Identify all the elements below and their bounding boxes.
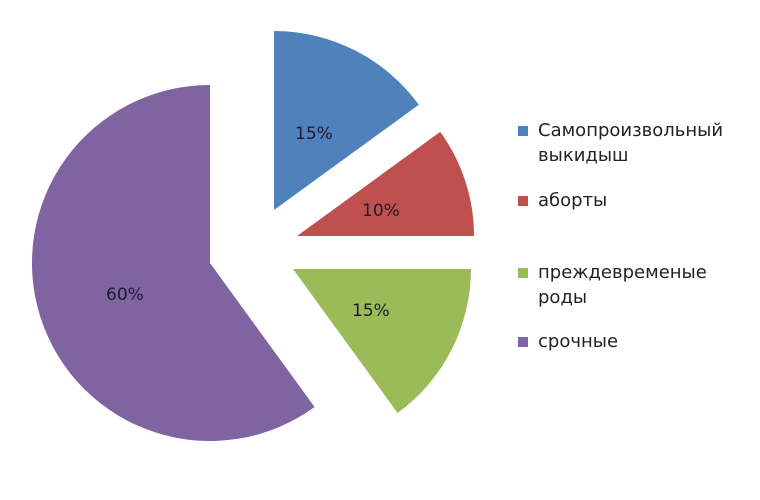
legend-swatch-blue	[518, 126, 528, 136]
slice-label-spontaneous: 15%	[295, 124, 333, 144]
legend-label: аборты	[538, 190, 608, 211]
legend-item-abortions: аборты	[518, 188, 748, 213]
legend-label: срочные	[538, 331, 619, 352]
legend-swatch-green	[518, 268, 528, 278]
slice-term-births	[31, 85, 315, 441]
slice-label-abortions: 10%	[362, 201, 400, 221]
legend-item-premature: преждевременые роды	[518, 260, 738, 310]
slice-abortions	[297, 131, 474, 236]
slice-label-premature: 15%	[352, 301, 390, 321]
slice-spontaneous-miscarriage	[274, 31, 419, 210]
legend-label: Самопроизвольный выкидыш	[538, 120, 724, 166]
legend-label: преждевременые роды	[538, 262, 707, 308]
slice-label-term: 60%	[106, 285, 144, 305]
slice-premature-births	[293, 269, 471, 413]
legend-swatch-red	[518, 196, 528, 206]
legend-item-spontaneous: Самопроизвольный выкидыш	[518, 118, 748, 168]
legend-swatch-purple	[518, 337, 528, 347]
legend-item-term: срочные	[518, 329, 748, 354]
